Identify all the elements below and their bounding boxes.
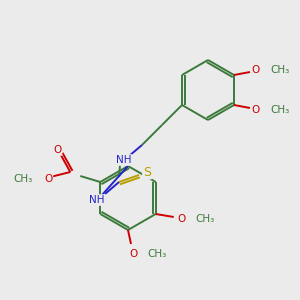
Text: CH₃: CH₃ <box>270 65 289 75</box>
Text: O: O <box>44 174 52 184</box>
Text: CH₃: CH₃ <box>13 174 32 184</box>
Text: O: O <box>252 105 260 115</box>
Text: CH₃: CH₃ <box>147 249 166 259</box>
Text: O: O <box>252 65 260 75</box>
Text: O: O <box>178 214 186 224</box>
Text: NH: NH <box>116 155 132 165</box>
Text: O: O <box>53 145 61 155</box>
Text: O: O <box>129 249 137 259</box>
Text: S: S <box>143 166 151 178</box>
Text: NH: NH <box>89 195 105 205</box>
Text: CH₃: CH₃ <box>270 105 289 115</box>
Text: CH₃: CH₃ <box>196 214 215 224</box>
